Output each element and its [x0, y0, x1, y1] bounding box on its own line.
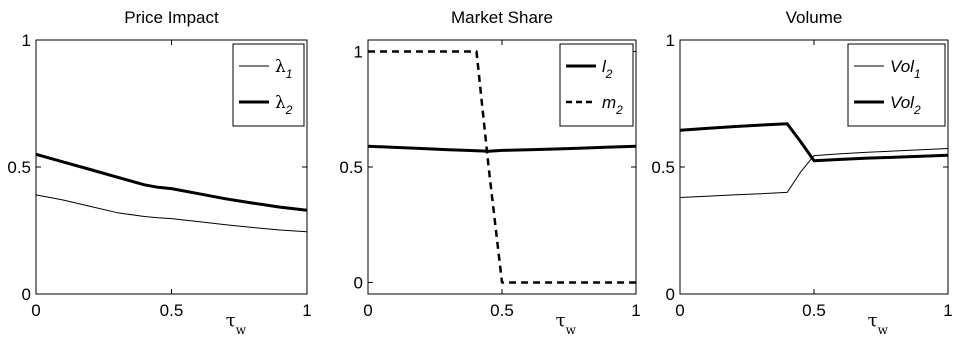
y-tick-label: 1 — [666, 31, 675, 50]
legend-label: λ — [275, 93, 286, 113]
legend-label: Vol — [890, 93, 915, 112]
legend-label: Vol — [890, 57, 915, 76]
legend-label-subscript: 2 — [615, 103, 623, 117]
x-tick-label: 1 — [631, 301, 640, 320]
x-tick-label: 0.5 — [160, 301, 184, 320]
legend-label: l — [602, 57, 607, 76]
x-tick-label: 0 — [675, 301, 684, 320]
legend-box — [559, 43, 634, 127]
x-tick-label: 0 — [363, 301, 372, 320]
x-tick-label: 0 — [31, 301, 40, 320]
x-axis-label-subscript: w — [878, 323, 889, 337]
legend-box — [847, 43, 946, 127]
legend: l 2m 2 — [559, 43, 634, 127]
legend-label-subscript: 2 — [605, 67, 613, 81]
x-axis-label: τ — [556, 310, 566, 331]
x-tick-label: 0.5 — [490, 301, 514, 320]
x-tick-label: 0.5 — [802, 301, 826, 320]
y-tick-label: 0 — [354, 273, 363, 292]
x-tick-label: 1 — [943, 301, 952, 320]
legend-label-subscript: 1 — [286, 67, 293, 81]
x-tick-label: 1 — [302, 301, 311, 320]
y-tick-label: 0.5 — [339, 158, 363, 177]
legend: λ 1λ 2 — [232, 43, 305, 127]
x-axis-label-subscript: w — [566, 323, 577, 337]
series-line-m2 — [368, 50, 636, 284]
y-tick-label: 1 — [22, 31, 31, 50]
y-tick-label: 1 — [354, 43, 363, 62]
series-line-vol2 — [679, 122, 949, 163]
series-line-2 — [35, 152, 308, 212]
legend-label: λ — [275, 57, 286, 77]
chart-title: Market Share — [451, 8, 553, 27]
legend-label-subscript: 2 — [285, 103, 293, 117]
x-axis-label-subscript: w — [236, 323, 247, 337]
chart-title: Price Impact — [124, 8, 219, 27]
y-tick-label: 0.5 — [651, 158, 675, 177]
series-line-vol1 — [679, 148, 949, 198]
series-line-1 — [35, 194, 308, 233]
legend-label: m — [602, 93, 616, 112]
series-line-l2 — [367, 144, 637, 153]
legend-label-subscript: 1 — [914, 67, 921, 81]
x-axis-label: τ — [868, 310, 878, 331]
legend-label-subscript: 2 — [913, 103, 921, 117]
y-tick-label: 0 — [666, 285, 675, 304]
x-axis-label: τ — [226, 310, 236, 331]
legend-box — [232, 43, 305, 127]
chart-title: Volume — [786, 8, 843, 27]
y-tick-label: 0 — [22, 285, 31, 304]
y-tick-label: 0.5 — [7, 158, 31, 177]
